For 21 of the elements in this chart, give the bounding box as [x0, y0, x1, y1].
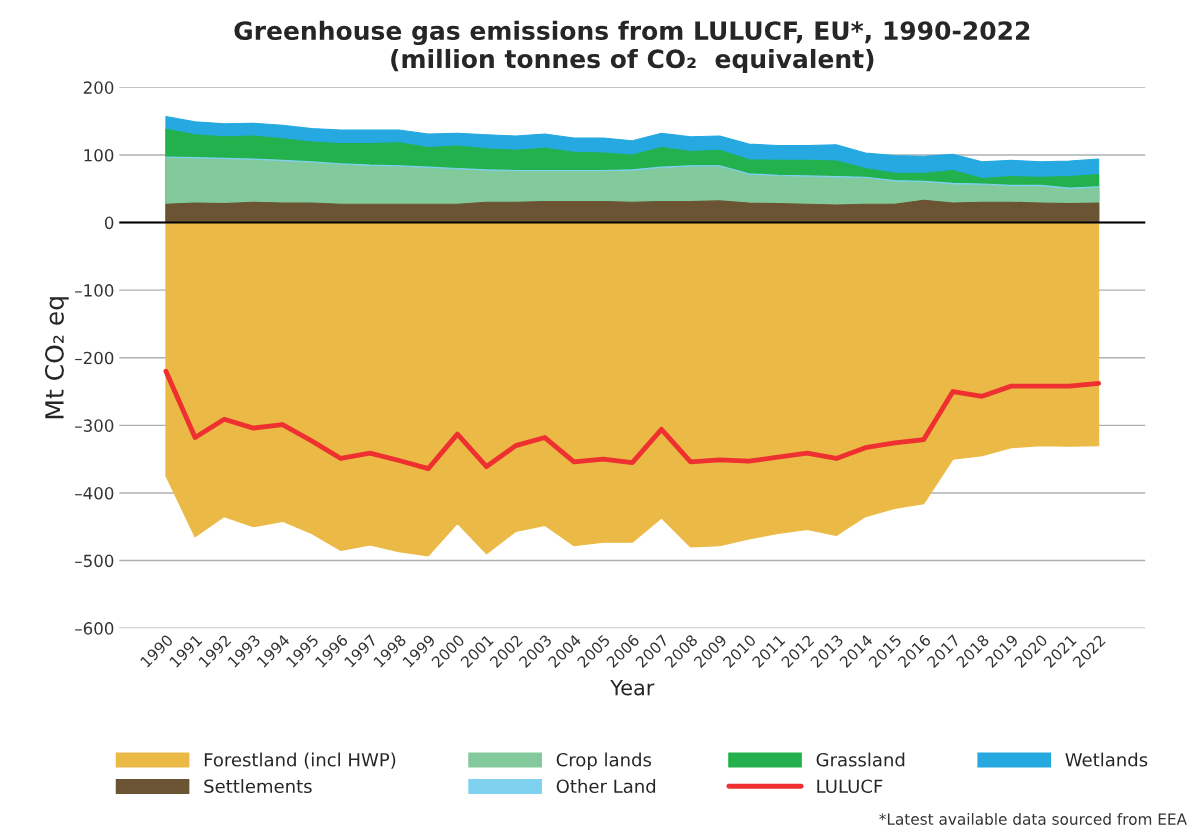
line-series: [163, 368, 1102, 472]
legend-label: Crop lands: [556, 752, 652, 771]
legend-label: Forestland (incl HWP): [204, 752, 396, 769]
y-tick-label: –500: [75, 554, 114, 568]
y-tick-label: 200: [83, 81, 114, 94]
legend-label: Other Land: [556, 779, 656, 794]
y-axis-title: Mt CO₂ eq: [44, 297, 69, 419]
legend-label: Settlements: [204, 779, 312, 794]
y-tick-label: 0: [104, 216, 114, 230]
y-tick-label: –400: [75, 486, 114, 500]
y-tick-label: –200: [75, 351, 114, 365]
y-tick-label: –100: [75, 284, 114, 297]
legend-label: Wetlands: [1065, 752, 1148, 767]
legend-label: Grassland: [816, 752, 905, 767]
y-tick-label: –300: [75, 419, 114, 432]
y-tick-label: 100: [84, 148, 114, 162]
chart-title: Greenhouse gas emissions from LULUCF, EU*, 1990-2022 (million tonnes of CO₂ equivalent): [234, 20, 1030, 74]
text: *Latest available data sourced from EEA: [879, 813, 1187, 825]
x-axis-title: Year: [610, 679, 655, 696]
legend-label: LULUCF: [817, 779, 883, 794]
y-tick-label: –600: [75, 622, 114, 635]
